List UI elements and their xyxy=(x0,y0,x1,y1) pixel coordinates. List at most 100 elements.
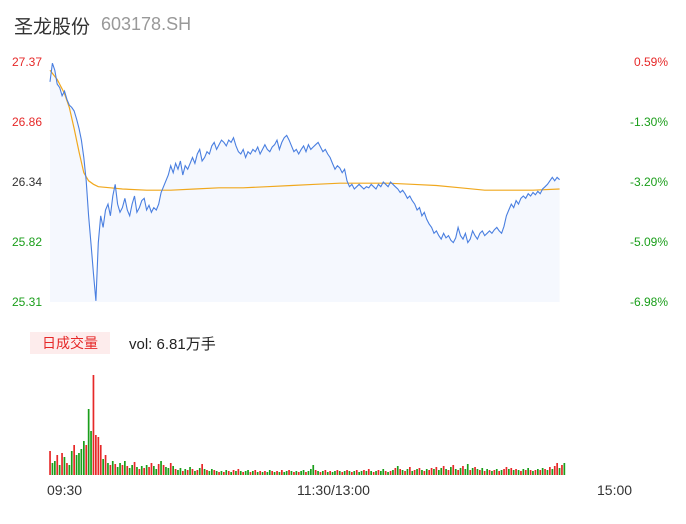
volume-bar xyxy=(442,466,445,475)
volume-bar xyxy=(358,472,360,475)
volume-bar xyxy=(189,467,191,475)
volume-bar xyxy=(404,471,406,475)
volume-bar xyxy=(534,470,537,475)
volume-bar xyxy=(196,470,199,475)
volume-bar xyxy=(211,469,213,475)
volume-bar xyxy=(138,469,141,475)
volume-bar xyxy=(331,472,334,475)
volume-bar xyxy=(450,467,452,475)
volume-bar xyxy=(539,470,542,475)
volume-bar xyxy=(143,468,145,475)
volume-bar xyxy=(314,470,317,475)
volume-bar xyxy=(242,472,244,475)
volume-bar xyxy=(312,465,315,475)
volume-bar xyxy=(377,470,380,475)
avg-price-line xyxy=(49,69,560,191)
volume-bar xyxy=(49,451,51,475)
volume-bar xyxy=(469,470,472,475)
volume-bar xyxy=(438,470,440,475)
volume-bar xyxy=(131,465,133,475)
volume-bar xyxy=(126,466,129,475)
volume-bar xyxy=(493,470,496,475)
volume-bar xyxy=(488,470,491,475)
volume-bar xyxy=(336,470,339,475)
volume-bar xyxy=(288,470,290,475)
volume-bar xyxy=(454,469,457,475)
volume-bar xyxy=(310,469,312,475)
volume-bar xyxy=(225,470,228,475)
price-label-mid: 26.34 xyxy=(12,175,43,189)
volume-bar xyxy=(363,470,365,475)
volume-bar xyxy=(524,470,527,475)
volume-bar xyxy=(425,469,428,475)
volume-bar xyxy=(372,472,375,475)
volume-bar xyxy=(341,472,344,475)
volume-bar xyxy=(413,470,416,475)
volume-bar xyxy=(495,469,498,475)
volume-bar xyxy=(394,468,397,475)
price-label-min: 25.31 xyxy=(12,295,43,309)
volume-bar xyxy=(370,471,372,475)
volume-bar xyxy=(498,471,500,475)
volume-tab[interactable]: 日成交量 xyxy=(30,332,110,354)
volume-bar xyxy=(474,467,476,475)
volume-bar xyxy=(114,464,117,475)
volume-bar xyxy=(457,470,459,475)
volume-bar xyxy=(259,471,261,475)
price-line xyxy=(49,63,560,301)
volume-bar xyxy=(285,471,288,475)
volume-bar xyxy=(58,465,61,475)
volume-bar xyxy=(544,469,546,475)
volume-bar xyxy=(503,469,505,475)
volume-bar xyxy=(532,471,534,475)
volume-bar xyxy=(87,409,90,475)
volume-bar xyxy=(529,470,532,475)
stock-name: 圣龙股份 xyxy=(14,17,91,38)
volume-bar xyxy=(256,472,259,475)
volume-bar xyxy=(155,469,158,475)
price-area xyxy=(50,63,560,303)
volume-bar xyxy=(462,466,464,475)
volume-bar xyxy=(249,472,252,475)
volume-bar xyxy=(174,469,177,475)
volume-bar xyxy=(247,470,249,475)
volume-bar xyxy=(90,431,92,475)
volume-bar xyxy=(406,469,409,475)
volume-bar xyxy=(70,451,73,475)
volume-bar xyxy=(121,465,124,475)
volume-bar xyxy=(78,453,80,475)
volume-bar xyxy=(551,469,554,475)
volume-bar xyxy=(99,445,102,475)
volume-bar xyxy=(380,471,382,475)
volume-bar xyxy=(351,472,353,475)
price-label-lower: 25.82 xyxy=(12,235,43,249)
volume-bar xyxy=(343,471,346,475)
volume-bar xyxy=(459,468,462,475)
volume-bar xyxy=(140,466,143,475)
volume-bar xyxy=(508,469,510,475)
volume-bar xyxy=(411,471,414,475)
volume-bar xyxy=(440,468,443,475)
volume-bar xyxy=(561,465,563,475)
volume-bar xyxy=(365,471,368,475)
volume-bar xyxy=(56,455,59,475)
volume-bar xyxy=(172,466,174,475)
volume-bar xyxy=(520,471,522,475)
volume-bar xyxy=(476,469,479,475)
volume-bar xyxy=(445,469,447,475)
volume-bar xyxy=(527,468,529,475)
volume-bar xyxy=(235,471,237,475)
volume-bar xyxy=(281,470,283,475)
volume-bar xyxy=(355,470,358,475)
volume-bar xyxy=(273,472,276,475)
volume-bar xyxy=(97,437,100,475)
volume-bar xyxy=(283,472,286,475)
volume-bar xyxy=(165,467,167,475)
volume-bar xyxy=(556,463,558,475)
volume-bar xyxy=(396,466,399,475)
volume-bar xyxy=(261,472,264,475)
volume-bar xyxy=(558,468,561,475)
volume-bar xyxy=(505,467,508,475)
pct-label-mid: -3.20% xyxy=(629,175,668,189)
volume-bar xyxy=(387,472,389,475)
